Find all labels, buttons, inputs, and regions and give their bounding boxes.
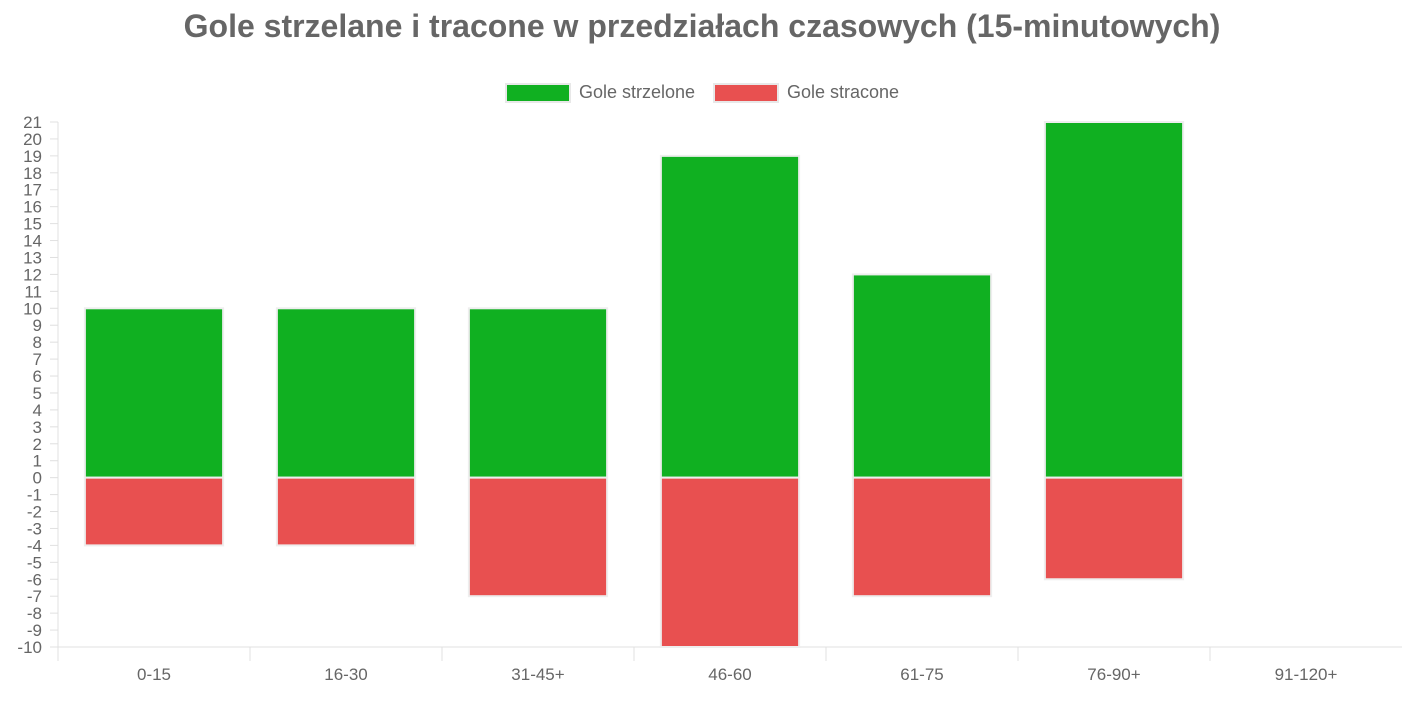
y-tick-label: -2: [27, 503, 42, 522]
y-tick-label: 0: [33, 469, 42, 488]
legend-label-conceded: Gole stracone: [787, 82, 900, 102]
y-tick-label: -3: [27, 519, 42, 538]
y-tick-label: 5: [33, 384, 42, 403]
bar-conceded: [275, 476, 417, 547]
y-tick-label: 21: [23, 113, 42, 132]
y-tick-label: 2: [33, 435, 42, 454]
y-tick-label: -7: [27, 587, 42, 606]
bar-conceded: [659, 476, 801, 649]
x-tick-label: 16-30: [324, 665, 367, 684]
y-tick-label: -5: [27, 553, 42, 572]
y-tick-label: 13: [23, 248, 42, 267]
bar-conceded: [1043, 476, 1185, 581]
x-tick-label: 31-45+: [511, 665, 564, 684]
legend-item-conceded[interactable]: Gole stracone: [713, 82, 899, 103]
bar-conceded: [83, 476, 225, 547]
y-tick-label: 7: [33, 350, 42, 369]
legend-swatch-conceded: [713, 82, 779, 103]
y-tick-label: 9: [33, 316, 42, 335]
bar-scored: [83, 307, 225, 479]
y-tick-label: 1: [33, 452, 42, 471]
bar-conceded: [851, 476, 993, 598]
x-tick-label: 61-75: [900, 665, 943, 684]
x-tick-label: 0-15: [137, 665, 171, 684]
bar-conceded: [467, 476, 609, 598]
y-tick-label: 15: [23, 215, 42, 234]
legend-swatch-scored: [504, 82, 571, 103]
x-tick-label: 91-120+: [1275, 665, 1338, 684]
y-tick-label: 18: [23, 164, 42, 183]
y-tick-label: 8: [33, 333, 42, 352]
y-tick-label: 11: [24, 282, 42, 301]
y-tick-label: 12: [23, 265, 42, 284]
y-tick-label: -1: [27, 486, 42, 505]
y-tick-label: 20: [23, 130, 42, 149]
y-tick-label: 14: [23, 232, 42, 251]
bar-scored: [467, 307, 609, 479]
y-tick-label: -4: [27, 536, 42, 555]
y-tick-label: -8: [27, 604, 42, 623]
x-tick-label: 46-60: [708, 665, 751, 684]
bar-scored: [659, 154, 801, 479]
y-tick-label: 16: [23, 198, 42, 217]
y-tick-label: 10: [23, 299, 42, 318]
legend-label-scored: Gole strzelone: [578, 82, 695, 102]
y-tick-label: 6: [33, 367, 42, 386]
y-tick-label: 19: [23, 147, 42, 166]
y-tick-label: 3: [33, 418, 42, 437]
y-tick-label: -9: [27, 621, 42, 640]
y-tick-label: 17: [23, 181, 42, 200]
bar-scored: [851, 273, 993, 479]
y-tick-label: 4: [33, 401, 42, 420]
legend-item-scored[interactable]: Gole strzelone: [504, 82, 695, 103]
chart-title: Gole strzelane i tracone w przedziałach …: [183, 8, 1221, 44]
y-tick-label: -6: [27, 570, 42, 589]
chart-legend: Gole strzelone Gole stracone: [0, 82, 1404, 103]
bar-scored: [275, 307, 417, 479]
bar-scored: [1043, 121, 1185, 479]
x-tick-label: 76-90+: [1087, 665, 1140, 684]
y-tick-label: -10: [17, 638, 42, 657]
